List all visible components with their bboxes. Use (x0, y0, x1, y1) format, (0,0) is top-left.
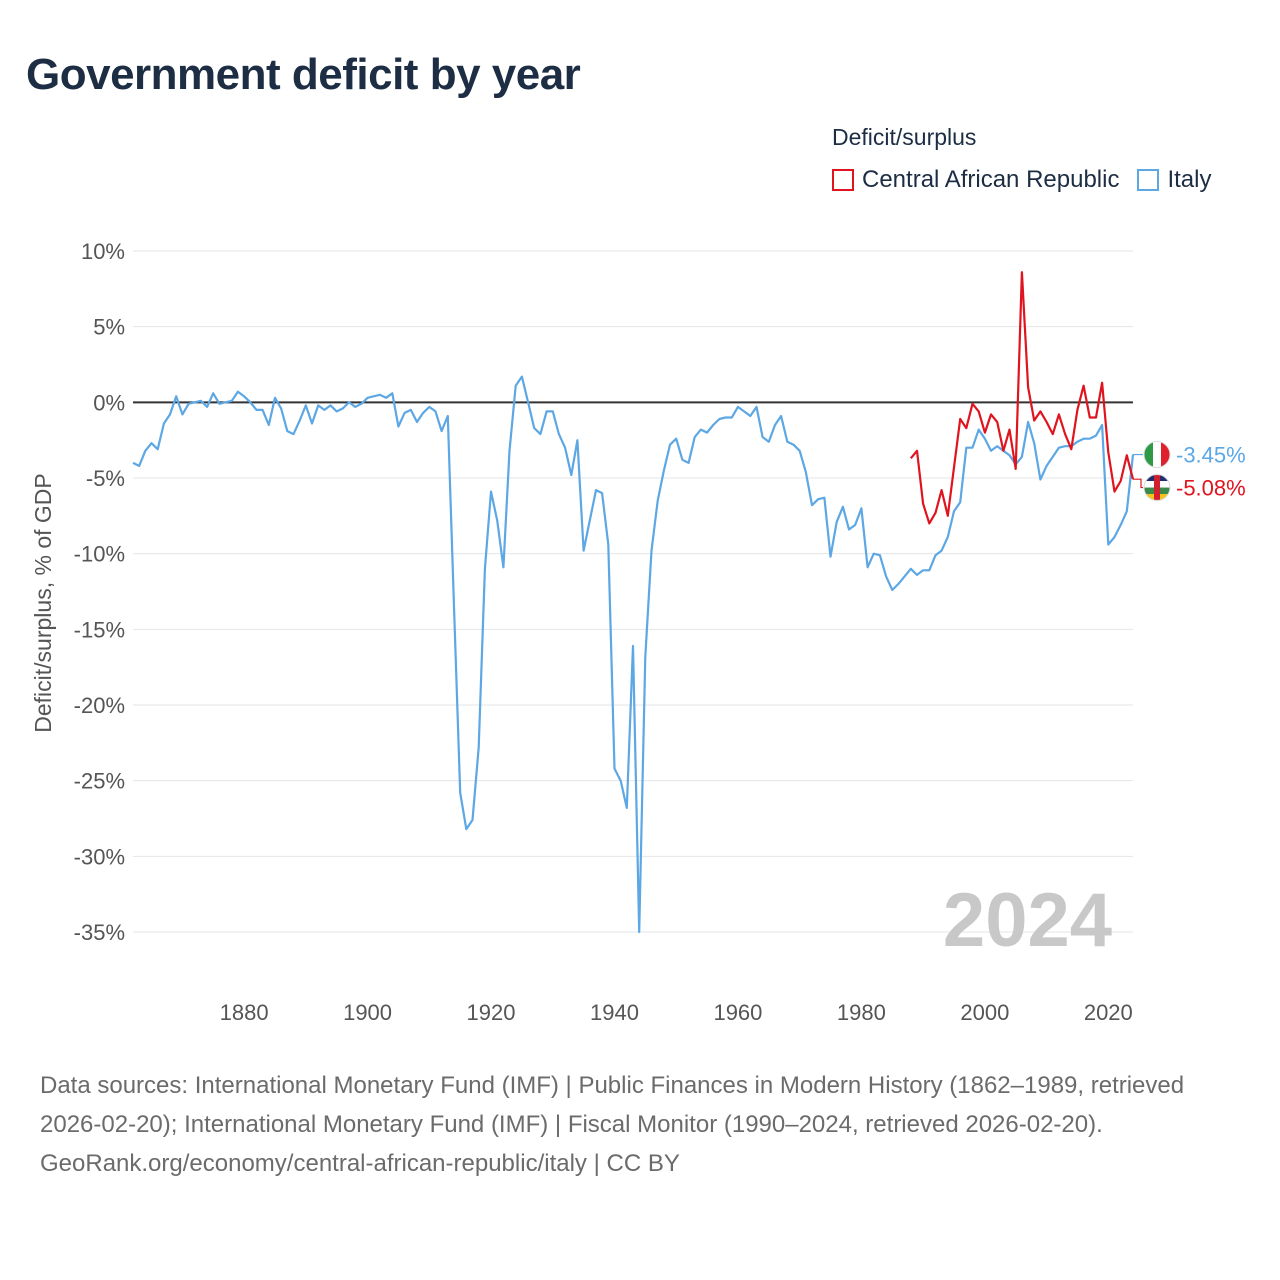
legend-item-central-african-republic[interactable]: Central African Republic (832, 166, 1119, 194)
series-lines (132, 271, 1135, 934)
gridlines (133, 250, 1133, 933)
y-tick-label: -5% (86, 466, 125, 491)
flag-icon-italy (1143, 441, 1171, 469)
y-tick-label: -20% (74, 693, 125, 718)
data-sources: Data sources: International Monetary Fun… (40, 1072, 1185, 1138)
x-tick-label: 1940 (590, 1000, 639, 1025)
series-line-central-african-republic[interactable] (909, 271, 1135, 525)
y-tick-label: -10% (74, 542, 125, 567)
y-tick-label: -30% (74, 844, 125, 869)
x-tick-label: 2000 (960, 1000, 1009, 1025)
y-axis-label: Deficit/surplus, % of GDP (30, 473, 56, 732)
x-tick-label: 1900 (343, 1000, 392, 1025)
y-tick-label: -35% (74, 920, 125, 945)
y-tick-label: 5% (93, 315, 125, 340)
line-chart: 10%5%0%-5%-10%-15%-20%-25%-30%-35% 1880 1… (30, 239, 1246, 1025)
x-axis-ticks: 1880 1900 1920 1940 1960 1980 2000 2020 (220, 1000, 1133, 1025)
x-tick-label: 1980 (837, 1000, 886, 1025)
y-axis-ticks: 10% 5% 0% -5% -10% -15% -20% -25% -30% -35% (74, 239, 125, 945)
legend-swatch-italy (1137, 169, 1160, 191)
footer: Data sources: International Monetary Fun… (40, 1066, 1240, 1183)
legend: Central African Republic Italy (832, 166, 1211, 194)
end-connector-central-african-republic (1133, 478, 1143, 489)
end-label-italy: -3.45% (1176, 443, 1246, 468)
year-watermark: 2024 (943, 878, 1112, 963)
end-label-central-african-republic: -5.08% (1176, 476, 1246, 501)
legend-item-italy[interactable]: Italy (1137, 166, 1211, 194)
credit-link[interactable]: GeoRank.org/economy/central-african-repu… (40, 1150, 680, 1177)
legend-label-central-african-republic: Central African Republic (862, 166, 1120, 193)
flag-icon-central-african-republic (1143, 474, 1171, 502)
x-tick-label: 1880 (220, 1000, 269, 1025)
legend-title: Deficit/surplus (832, 124, 977, 150)
y-tick-label: -25% (74, 769, 125, 794)
legend-label-italy: Italy (1167, 166, 1212, 193)
y-tick-label: 10% (81, 239, 125, 264)
chart-title: Government deficit by year (26, 50, 581, 99)
end-labels: -3.45% -5.08% (1133, 441, 1246, 502)
x-tick-label: 1960 (713, 1000, 762, 1025)
y-tick-label: 0% (93, 390, 125, 415)
x-tick-label: 2020 (1084, 1000, 1133, 1025)
legend-swatch-central-african-republic (832, 169, 854, 191)
series-line-italy[interactable] (132, 375, 1135, 934)
x-tick-label: 1920 (467, 1000, 516, 1025)
y-tick-label: -15% (74, 617, 125, 642)
